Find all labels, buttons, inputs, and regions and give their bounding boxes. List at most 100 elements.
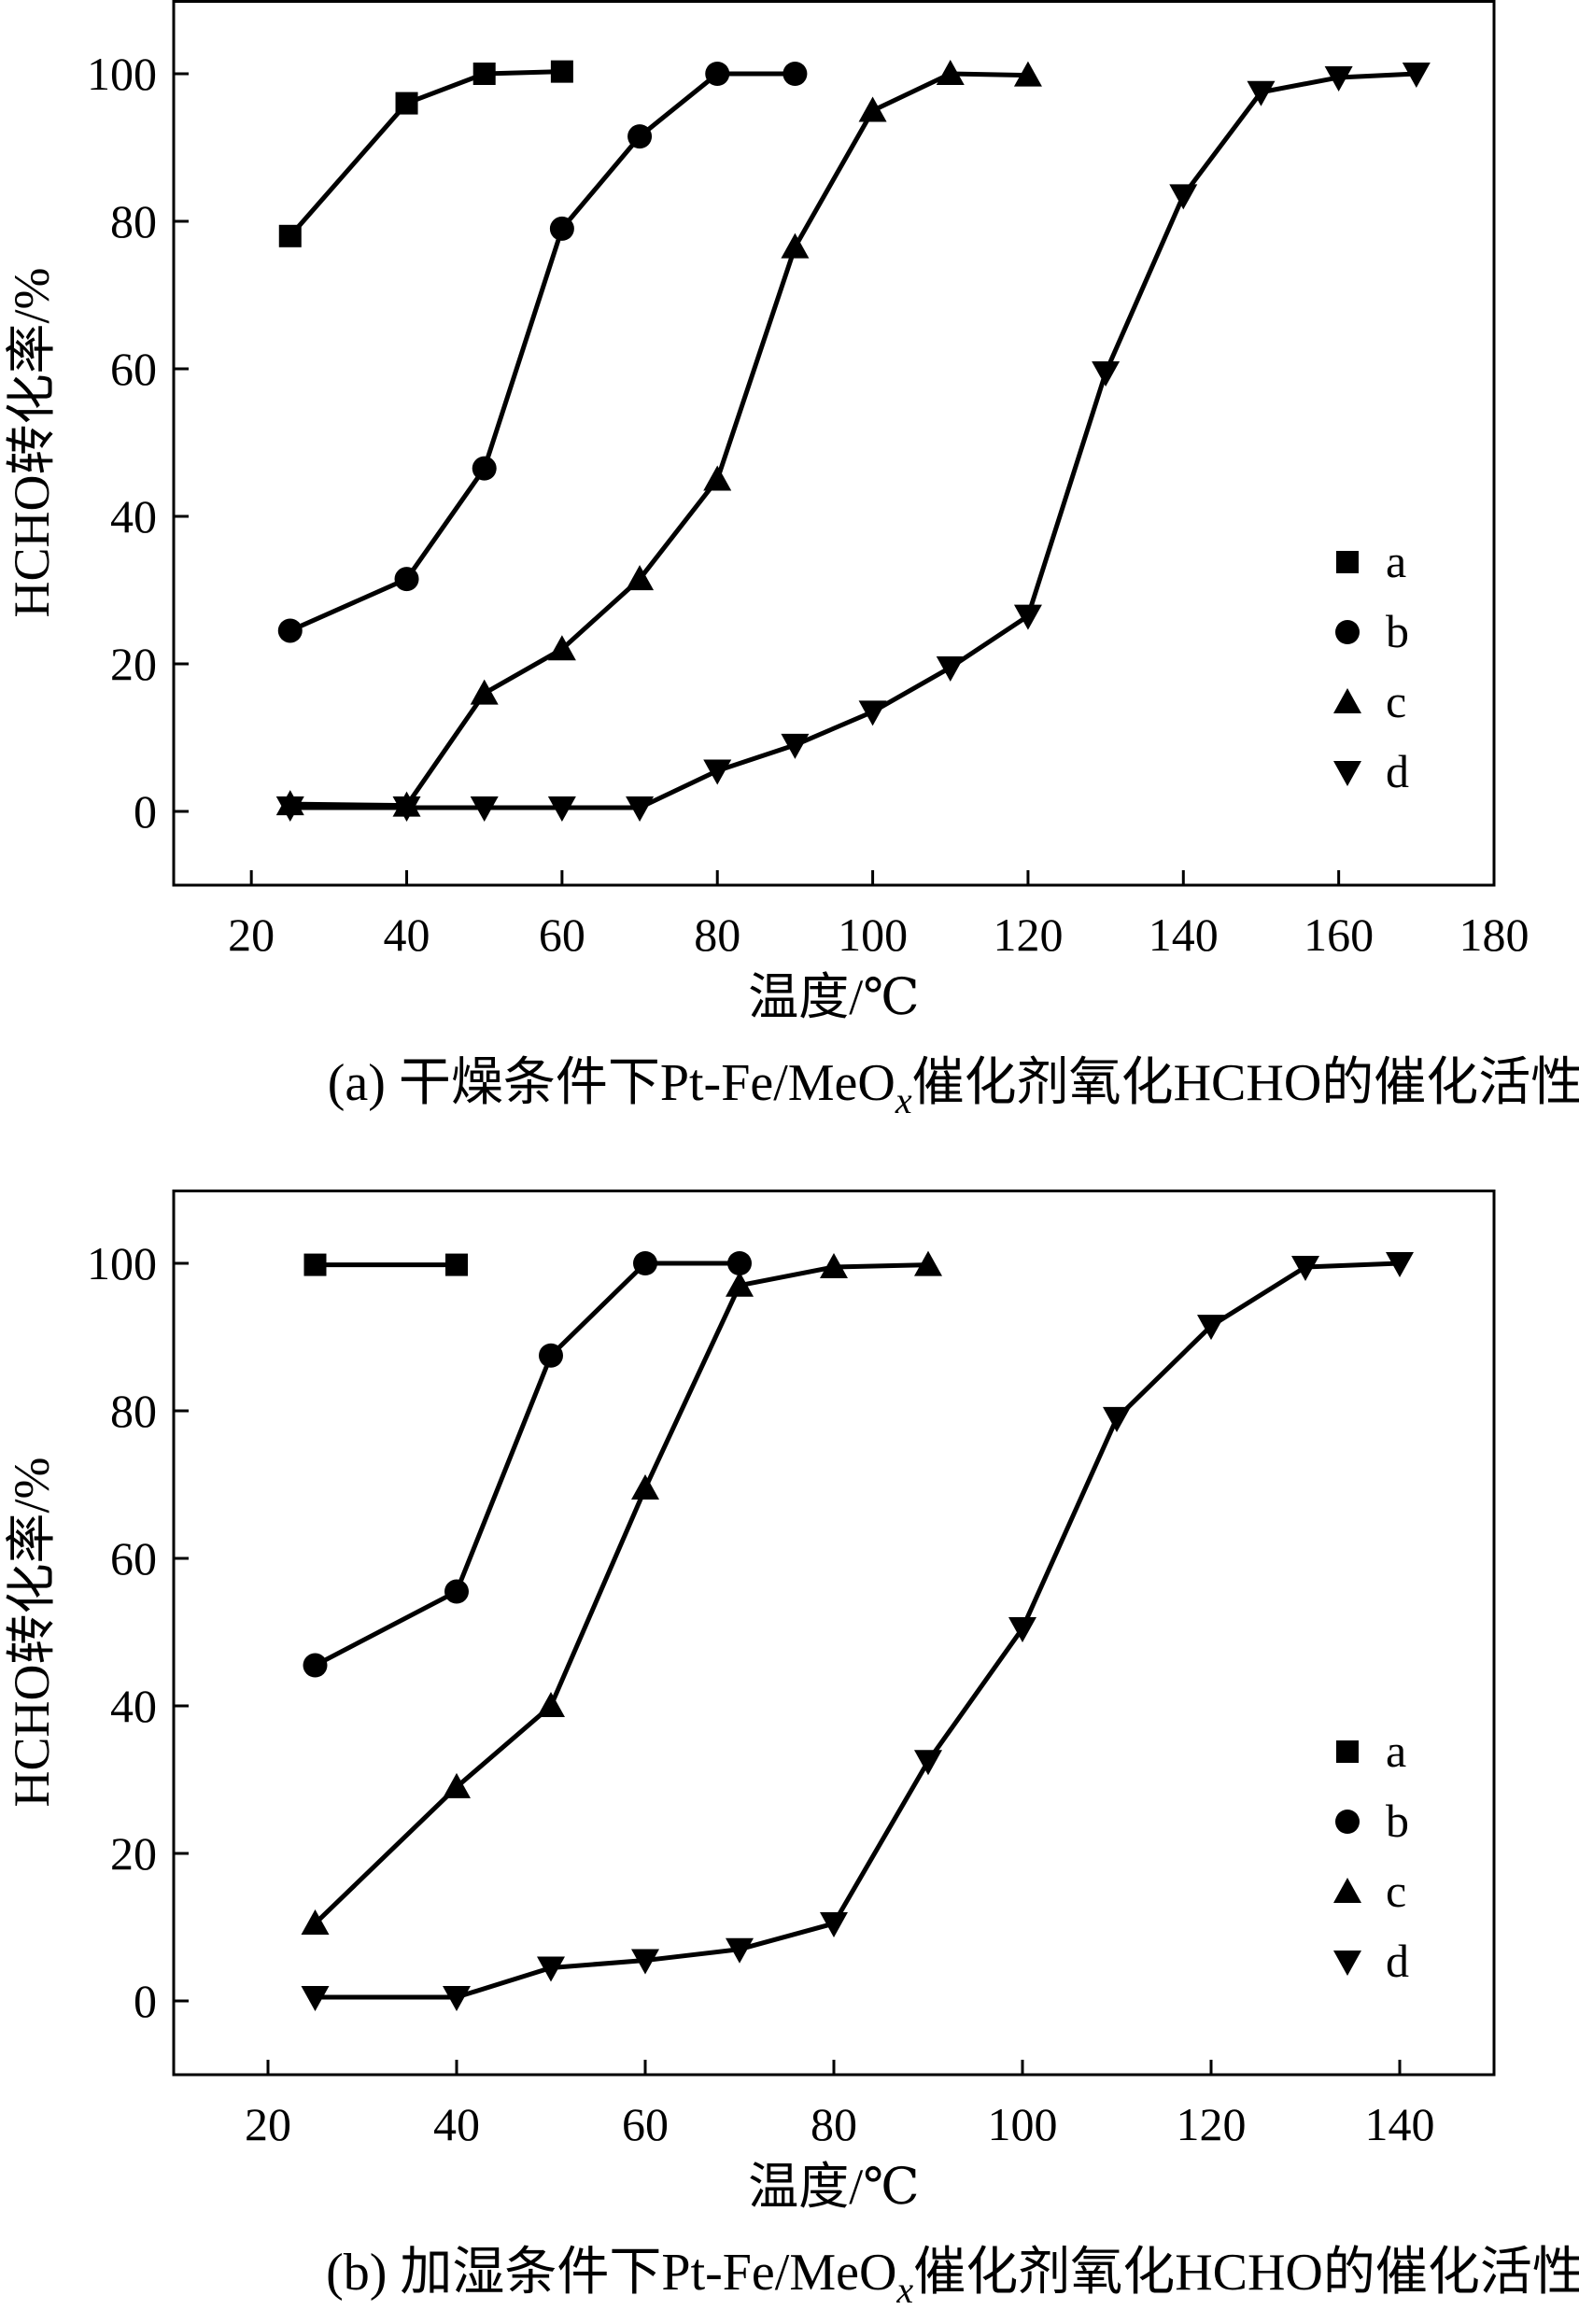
data-point-d <box>1092 360 1121 387</box>
series-line-c <box>289 71 1028 809</box>
chart-panel-1: 20 40 60 80 100 120 140 0 20 40 60 80 100 温度/℃ HCHO转化率… <box>4 1190 1579 2311</box>
data-point-d <box>626 796 655 823</box>
data-point-d <box>1247 80 1276 106</box>
legend-marker-a <box>1336 551 1359 573</box>
series-line-d <box>289 71 1417 810</box>
data-point-d <box>1169 184 1198 210</box>
data-point-c <box>626 565 655 591</box>
data-point-a <box>550 60 573 83</box>
series-c <box>301 1250 942 1936</box>
data-point-d <box>275 796 304 823</box>
legend-label-d: d <box>1386 1935 1409 1987</box>
legend-marker-b <box>1335 1810 1360 1834</box>
y-tick-label: 20 <box>110 1827 157 1880</box>
x-tick-label: 20 <box>228 908 275 961</box>
data-point-b <box>705 62 730 86</box>
data-point-d <box>1291 1255 1319 1281</box>
data-point-b <box>444 1579 469 1604</box>
data-point-a <box>445 1253 468 1276</box>
data-point-b <box>727 1251 752 1275</box>
legend-marker-c <box>1333 688 1361 713</box>
data-point-a <box>472 63 496 85</box>
legend-label-c: c <box>1386 1865 1406 1917</box>
data-point-b <box>277 618 303 643</box>
y-tick-label: 0 <box>134 785 157 838</box>
x-tick-label: 140 <box>1149 908 1219 961</box>
y-tick-label: 100 <box>87 1237 157 1289</box>
y-tick-label: 40 <box>110 490 157 542</box>
data-point-c <box>537 1692 565 1717</box>
y-tick-label: 60 <box>110 343 157 395</box>
data-point-b <box>472 456 497 481</box>
data-point-a <box>395 92 418 115</box>
data-point-b <box>549 216 574 241</box>
x-tick-label: 100 <box>988 2098 1058 2150</box>
plot-frame <box>172 1190 1496 2077</box>
y-tick-label: 100 <box>87 48 157 100</box>
x-tick-label: 40 <box>384 908 430 961</box>
data-point-d <box>1386 1252 1414 1277</box>
y-tick-label: 0 <box>134 1975 157 2027</box>
x-tick-label: 120 <box>1177 2098 1247 2150</box>
data-point-d <box>470 796 499 823</box>
series-line-d <box>315 1261 1401 2000</box>
data-point-a <box>278 224 302 247</box>
data-point-c <box>703 465 732 491</box>
figure-caption: (a) 干燥条件下Pt-Fe/MeOx催化剂氧化HCHO的催化活性 <box>328 1054 1579 1121</box>
y-tick-label: 20 <box>110 638 157 690</box>
data-point-d <box>1324 65 1353 92</box>
x-tick-label: 160 <box>1304 908 1374 961</box>
data-point-c <box>781 232 810 259</box>
y-tick-label: 40 <box>110 1680 157 1732</box>
data-point-d <box>1008 1617 1036 1643</box>
data-point-d <box>726 1937 754 1964</box>
data-point-c <box>936 60 965 85</box>
legend-marker-d <box>1333 1951 1361 1976</box>
legend-label-b: b <box>1386 605 1409 657</box>
series-c <box>275 60 1042 817</box>
data-point-b <box>627 124 653 149</box>
data-point-a <box>303 1253 327 1276</box>
x-tick-label: 20 <box>245 2098 291 2150</box>
legend-marker-b <box>1335 620 1360 644</box>
data-point-c <box>547 635 576 661</box>
legend-marker-c <box>1333 1878 1361 1903</box>
series-line-b <box>314 1261 740 1668</box>
y-axis-label: HCHO转化率/% <box>4 268 60 618</box>
series-line-b <box>289 71 796 633</box>
x-axis-label: 温度/℃ <box>748 969 919 1025</box>
data-point-d <box>631 1949 659 1975</box>
legend-marker-d <box>1333 761 1361 786</box>
x-tick-label: 60 <box>622 2098 669 2150</box>
data-point-d <box>1402 63 1431 88</box>
data-point-d <box>301 1986 330 2012</box>
data-point-d <box>936 655 965 682</box>
data-point-d <box>537 1956 565 1982</box>
y-tick-label: 80 <box>110 1385 157 1437</box>
x-tick-label: 80 <box>811 2098 857 2150</box>
data-point-b <box>394 567 419 592</box>
data-point-b <box>782 62 808 86</box>
x-tick-label: 180 <box>1459 908 1530 961</box>
x-tick-label: 120 <box>993 908 1063 961</box>
data-point-d <box>703 759 732 785</box>
data-point-b <box>539 1343 563 1368</box>
x-tick-label: 40 <box>433 2098 480 2150</box>
chart-panel-0: 20 40 60 80 100 120 140 160 180 0 20 40 60 80 100 温度/℃ H… <box>4 0 1579 1121</box>
data-point-d <box>1013 604 1042 630</box>
data-point-c <box>470 679 499 705</box>
data-point-c <box>443 1772 471 1798</box>
series-b <box>277 62 808 643</box>
legend-marker-a <box>1336 1740 1359 1763</box>
plot-frame <box>172 0 1496 887</box>
data-point-d <box>914 1750 942 1776</box>
data-point-b <box>303 1653 328 1678</box>
data-point-d <box>820 1912 848 1938</box>
data-point-b <box>633 1251 657 1275</box>
legend-label-a: a <box>1386 535 1406 587</box>
x-tick-label: 140 <box>1365 2098 1435 2150</box>
data-point-d <box>443 1986 471 2012</box>
figure-caption: (b) 加湿条件下Pt-Fe/MeOx催化剂氧化HCHO的催化活性 <box>326 2244 1579 2311</box>
x-tick-label: 80 <box>694 908 740 961</box>
